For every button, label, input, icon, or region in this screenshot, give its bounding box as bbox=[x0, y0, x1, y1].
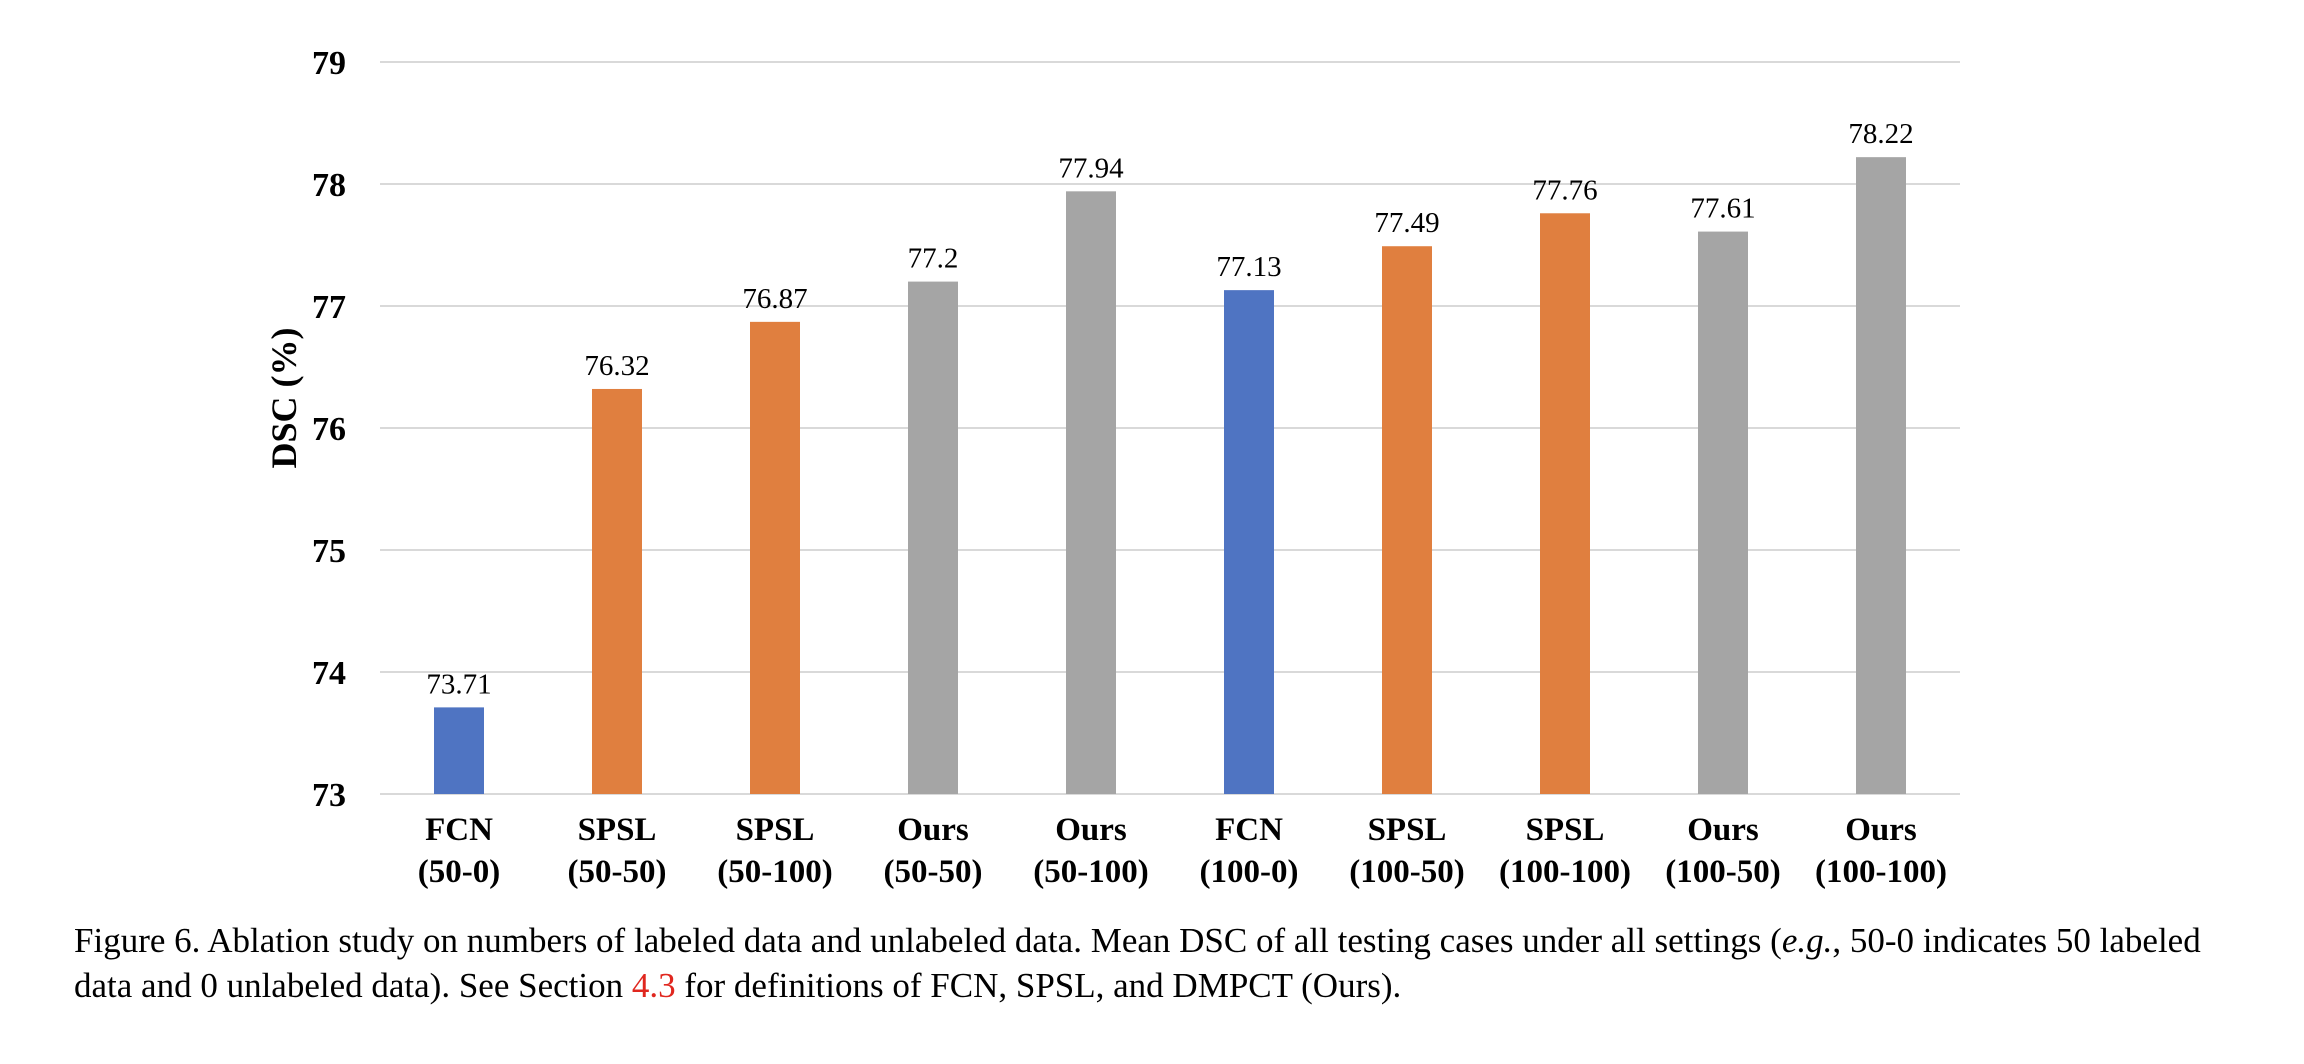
x-tick-method: Ours bbox=[897, 812, 969, 848]
bar-ours-100-50 bbox=[1698, 231, 1748, 794]
x-tick-setting: (50-50) bbox=[884, 854, 983, 890]
data-label: 77.2 bbox=[908, 243, 959, 275]
y-tick-label: 73 bbox=[312, 777, 346, 814]
x-tick-setting: (100-0) bbox=[1200, 854, 1299, 890]
x-tick-method: SPSL bbox=[1368, 812, 1447, 848]
x-tick-method: SPSL bbox=[736, 812, 815, 848]
caption-eg: e.g. bbox=[1781, 921, 1833, 960]
x-tick-method: FCN bbox=[425, 812, 493, 848]
bar-ours-100-100 bbox=[1856, 157, 1906, 794]
x-tick-setting: (100-100) bbox=[1815, 854, 1947, 890]
x-tick-setting: (50-50) bbox=[568, 854, 667, 890]
section-ref-link[interactable]: 4.3 bbox=[631, 966, 676, 1005]
y-tick-label: 76 bbox=[312, 411, 346, 448]
data-label: 77.94 bbox=[1058, 152, 1124, 184]
gridlines bbox=[380, 61, 1960, 795]
data-label: 77.49 bbox=[1374, 207, 1439, 239]
x-tick-method: Ours bbox=[1055, 812, 1127, 848]
y-tick-label: 78 bbox=[312, 167, 346, 204]
x-tick-method: SPSL bbox=[1526, 812, 1605, 848]
y-tick-label: 79 bbox=[312, 45, 346, 82]
bar-ours-50-100 bbox=[1066, 191, 1116, 794]
data-label: 77.13 bbox=[1216, 251, 1281, 283]
data-labels: 73.71 76.32 76.87 77.2 77.94 77.13 77.49 77.76 7… bbox=[426, 118, 1913, 700]
bar-spsl-100-100 bbox=[1540, 213, 1590, 794]
x-tick-setting: (100-50) bbox=[1665, 854, 1780, 890]
bar-ours-50-50 bbox=[908, 281, 958, 795]
bar-fcn-100-0 bbox=[1224, 290, 1274, 794]
bar-fcn-50-0 bbox=[434, 707, 484, 794]
x-tick-method: Ours bbox=[1845, 812, 1917, 848]
data-label: 73.71 bbox=[426, 668, 491, 700]
x-tick-method: FCN bbox=[1215, 812, 1283, 848]
x-axis-categories: FCN (50-0) SPSL (50-50) SPSL (50-100) Ours (50-… bbox=[418, 812, 1947, 890]
x-tick-setting: (100-100) bbox=[1499, 854, 1631, 890]
x-tick-setting: (100-50) bbox=[1349, 854, 1464, 890]
y-tick-label: 75 bbox=[312, 533, 346, 570]
data-label: 76.32 bbox=[584, 350, 649, 382]
figure-caption: Figure 6. Ablation study on numbers of l… bbox=[74, 918, 2234, 1008]
bars bbox=[434, 157, 1906, 795]
data-label: 76.87 bbox=[742, 283, 807, 315]
bar-spsl-50-50 bbox=[592, 388, 642, 794]
y-axis-ticks: 73 74 75 76 77 78 79 bbox=[312, 45, 346, 814]
data-label: 77.61 bbox=[1690, 193, 1755, 225]
x-tick-setting: (50-0) bbox=[418, 854, 500, 890]
caption-suffix: for definitions of FCN, SPSL, and DMPCT … bbox=[675, 966, 1402, 1005]
data-label: 78.22 bbox=[1848, 118, 1913, 150]
caption-middle: , 50-0 indicates 50 labeled data and 0 u… bbox=[74, 921, 2201, 1005]
x-tick-setting: (50-100) bbox=[717, 854, 832, 890]
x-tick-setting: (50-100) bbox=[1033, 854, 1148, 890]
data-label: 77.76 bbox=[1532, 174, 1597, 206]
x-tick-method: Ours bbox=[1687, 812, 1759, 848]
bar-spsl-100-50 bbox=[1382, 246, 1432, 795]
bar-spsl-50-100 bbox=[750, 321, 800, 794]
y-tick-label: 77 bbox=[312, 289, 346, 326]
y-axis-title: DSC (%) bbox=[264, 328, 304, 469]
caption-prefix: Figure 6. Ablation study on numbers of l… bbox=[74, 921, 1782, 960]
y-tick-label: 74 bbox=[312, 655, 346, 692]
x-tick-method: SPSL bbox=[578, 812, 657, 848]
